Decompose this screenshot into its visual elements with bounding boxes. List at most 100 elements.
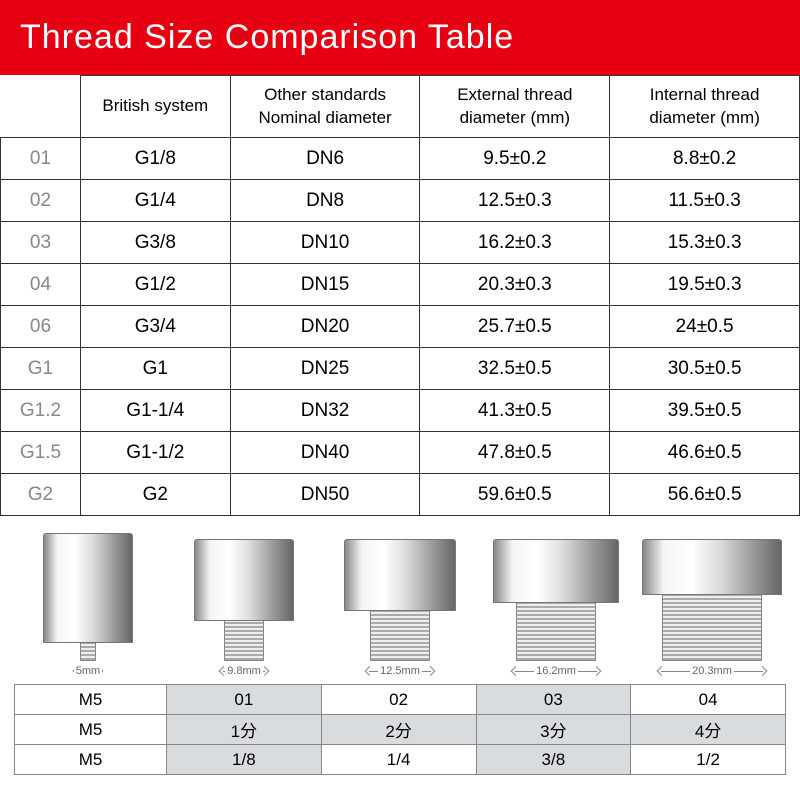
- dimension-label: 9.8mm: [220, 664, 268, 678]
- key-cell: 2分: [321, 715, 476, 745]
- thread-body: [80, 643, 96, 661]
- fitting-illustration: 16.2mm: [482, 539, 630, 678]
- key-cell: 3分: [476, 715, 631, 745]
- cell-british: G1/2: [80, 264, 230, 306]
- hex-body: [194, 539, 294, 621]
- cell-british: G3/8: [80, 222, 230, 264]
- cell-other: DN15: [230, 264, 420, 306]
- cell-british: G1-1/4: [80, 390, 230, 432]
- cell-british: G1/4: [80, 180, 230, 222]
- cell-id: 03: [1, 222, 81, 264]
- header-empty: [1, 76, 81, 138]
- cell-internal: 8.8±0.2: [610, 138, 800, 180]
- cell-id: 04: [1, 264, 81, 306]
- table-row: G2G2DN5059.6±0.556.6±0.5: [1, 474, 800, 516]
- cell-other: DN8: [230, 180, 420, 222]
- cell-external: 25.7±0.5: [420, 306, 610, 348]
- cell-internal: 39.5±0.5: [610, 390, 800, 432]
- table-row: G1.5G1-1/2DN4047.8±0.546.6±0.5: [1, 432, 800, 474]
- cell-internal: 30.5±0.5: [610, 348, 800, 390]
- thread-body: [662, 595, 762, 661]
- cell-external: 20.3±0.3: [420, 264, 610, 306]
- cell-internal: 24±0.5: [610, 306, 800, 348]
- fitting-illustration: 9.8mm: [170, 539, 318, 678]
- dimension-label: 16.2mm: [512, 664, 600, 678]
- header-other: Other standards Nominal diameter: [230, 76, 420, 138]
- cell-other: DN50: [230, 474, 420, 516]
- key-cell: M5: [15, 685, 167, 715]
- cell-id: G2: [1, 474, 81, 516]
- key-cell: 02: [321, 685, 476, 715]
- cell-external: 12.5±0.3: [420, 180, 610, 222]
- table-row: 03G3/8DN1016.2±0.315.3±0.3: [1, 222, 800, 264]
- dimension-label: 20.3mm: [658, 664, 766, 678]
- cell-id: G1.2: [1, 390, 81, 432]
- key-cell: 1/8: [167, 745, 322, 775]
- cell-external: 59.6±0.5: [420, 474, 610, 516]
- thread-body: [370, 611, 430, 661]
- fitting-illustration: 20.3mm: [638, 539, 786, 678]
- thread-body: [516, 603, 596, 661]
- table-row: G1.2G1-1/4DN3241.3±0.539.5±0.5: [1, 390, 800, 432]
- cell-british: G2: [80, 474, 230, 516]
- cell-british: G1/8: [80, 138, 230, 180]
- key-cell: 03: [476, 685, 631, 715]
- cell-internal: 15.3±0.3: [610, 222, 800, 264]
- key-cell: 3/8: [476, 745, 631, 775]
- cell-internal: 46.6±0.5: [610, 432, 800, 474]
- cell-id: G1.5: [1, 432, 81, 474]
- cell-other: DN10: [230, 222, 420, 264]
- key-cell: 1分: [167, 715, 322, 745]
- key-cell: 1/4: [321, 745, 476, 775]
- cell-external: 47.8±0.5: [420, 432, 610, 474]
- cell-other: DN20: [230, 306, 420, 348]
- header-external: External thread diameter (mm): [420, 76, 610, 138]
- size-key-table: M501020304M51分2分3分4分M51/81/43/81/2: [14, 684, 786, 775]
- key-row: M51/81/43/81/2: [15, 745, 786, 775]
- cell-other: DN6: [230, 138, 420, 180]
- cell-external: 41.3±0.5: [420, 390, 610, 432]
- cell-id: 02: [1, 180, 81, 222]
- cell-external: 9.5±0.2: [420, 138, 610, 180]
- key-cell: 4分: [631, 715, 786, 745]
- key-cell: 1/2: [631, 745, 786, 775]
- key-row: M501020304: [15, 685, 786, 715]
- cell-british: G1-1/2: [80, 432, 230, 474]
- cell-external: 16.2±0.3: [420, 222, 610, 264]
- cell-other: DN32: [230, 390, 420, 432]
- comparison-table: British system Other standards Nominal d…: [0, 75, 800, 516]
- table-row: 01G1/8DN69.5±0.28.8±0.2: [1, 138, 800, 180]
- header-internal: Internal thread diameter (mm): [610, 76, 800, 138]
- key-cell: 01: [167, 685, 322, 715]
- cell-id: G1: [1, 348, 81, 390]
- table-row: 04G1/2DN1520.3±0.319.5±0.3: [1, 264, 800, 306]
- cell-british: G3/4: [80, 306, 230, 348]
- fitting-illustration: 5mm: [14, 533, 162, 678]
- fitting-illustration: 12.5mm: [326, 539, 474, 678]
- cell-id: 01: [1, 138, 81, 180]
- page-title: Thread Size Comparison Table: [0, 0, 800, 75]
- key-cell: M5: [15, 745, 167, 775]
- header-british: British system: [80, 76, 230, 138]
- cell-other: DN40: [230, 432, 420, 474]
- cell-other: DN25: [230, 348, 420, 390]
- cell-internal: 56.6±0.5: [610, 474, 800, 516]
- cell-british: G1: [80, 348, 230, 390]
- dimension-label: 5mm: [74, 664, 102, 678]
- cell-external: 32.5±0.5: [420, 348, 610, 390]
- key-cell: M5: [15, 715, 167, 745]
- table-row: 02G1/4DN812.5±0.311.5±0.3: [1, 180, 800, 222]
- cell-internal: 11.5±0.3: [610, 180, 800, 222]
- product-illustrations: 5mm 9.8mm 12.5mm 16.2mm 20.3mm: [0, 520, 800, 678]
- table-header-row: British system Other standards Nominal d…: [1, 76, 800, 138]
- cell-id: 06: [1, 306, 81, 348]
- key-cell: 04: [631, 685, 786, 715]
- dimension-label: 12.5mm: [366, 664, 434, 678]
- hex-body: [43, 533, 133, 643]
- thread-body: [224, 621, 264, 661]
- cell-internal: 19.5±0.3: [610, 264, 800, 306]
- table-row: 06G3/4DN2025.7±0.524±0.5: [1, 306, 800, 348]
- key-row: M51分2分3分4分: [15, 715, 786, 745]
- table-row: G1G1DN2532.5±0.530.5±0.5: [1, 348, 800, 390]
- hex-body: [344, 539, 456, 611]
